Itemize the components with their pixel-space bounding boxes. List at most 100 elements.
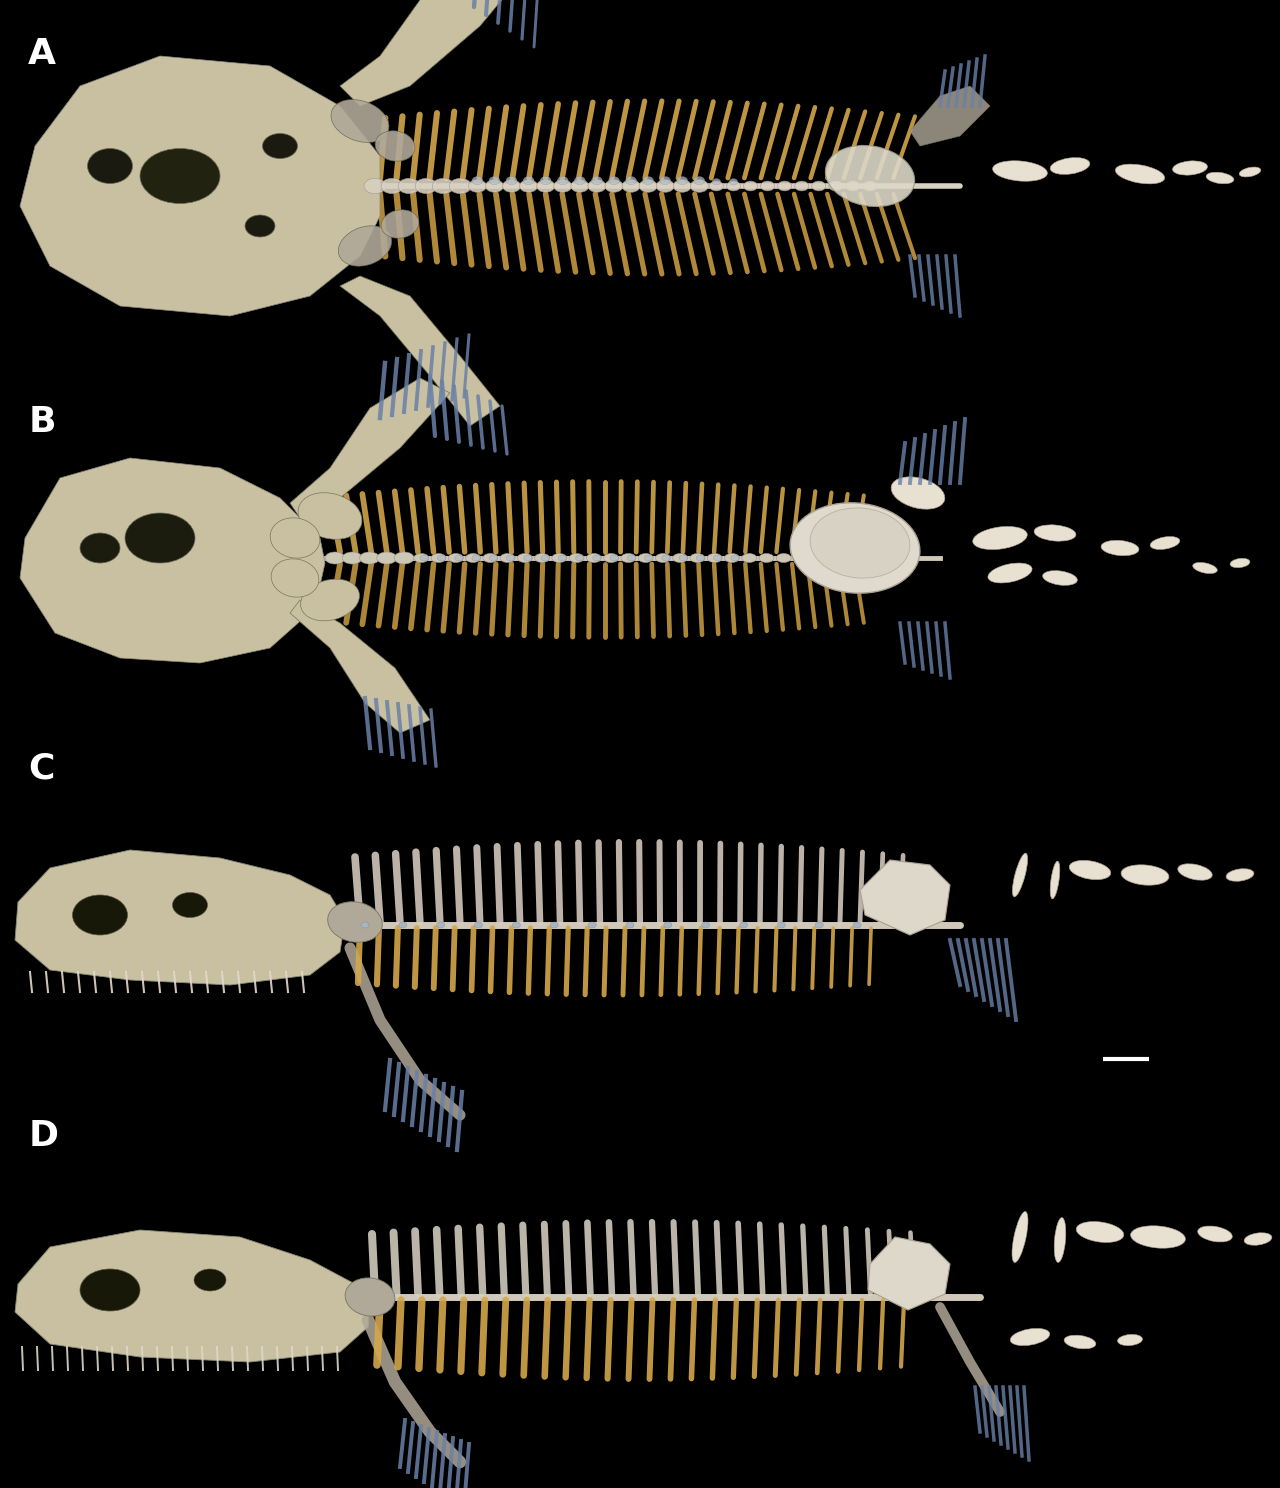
Ellipse shape [125,513,195,562]
Ellipse shape [489,555,498,561]
Ellipse shape [1012,1211,1028,1262]
Ellipse shape [540,177,552,185]
Polygon shape [340,275,500,426]
Polygon shape [860,860,950,934]
Ellipse shape [740,923,748,929]
Ellipse shape [361,923,369,929]
Ellipse shape [517,554,532,562]
Ellipse shape [420,555,429,561]
Ellipse shape [342,552,362,564]
Ellipse shape [338,226,392,266]
Ellipse shape [690,180,708,192]
Ellipse shape [454,555,463,561]
Ellipse shape [507,555,515,561]
Ellipse shape [1172,161,1207,176]
Ellipse shape [1076,1222,1124,1242]
Ellipse shape [795,182,809,190]
Ellipse shape [988,562,1032,583]
Ellipse shape [626,923,634,929]
Polygon shape [340,0,530,106]
Ellipse shape [724,554,740,562]
Ellipse shape [298,493,362,539]
Ellipse shape [436,923,444,929]
Ellipse shape [1034,525,1076,542]
Ellipse shape [694,177,705,185]
Ellipse shape [659,177,671,185]
Ellipse shape [475,923,483,929]
Ellipse shape [1050,862,1060,899]
Ellipse shape [643,177,654,185]
Ellipse shape [591,177,603,185]
Ellipse shape [512,923,521,929]
Ellipse shape [375,131,415,161]
Ellipse shape [271,559,319,597]
Ellipse shape [79,1269,140,1311]
Ellipse shape [992,161,1047,182]
Polygon shape [868,1237,950,1309]
Ellipse shape [140,149,220,204]
Ellipse shape [433,179,454,193]
Ellipse shape [332,100,389,143]
Polygon shape [15,850,346,985]
Ellipse shape [1198,1226,1233,1242]
Ellipse shape [593,555,602,561]
Ellipse shape [328,902,383,942]
Ellipse shape [854,923,861,929]
Ellipse shape [449,179,471,193]
Ellipse shape [759,554,774,562]
Ellipse shape [1206,173,1234,185]
Ellipse shape [655,554,671,562]
Ellipse shape [79,533,120,562]
Ellipse shape [1069,860,1111,879]
Ellipse shape [690,554,705,562]
Ellipse shape [826,146,915,207]
Ellipse shape [431,554,445,562]
Ellipse shape [645,555,653,561]
Ellipse shape [664,923,672,929]
Ellipse shape [558,555,567,561]
Ellipse shape [731,555,739,561]
Ellipse shape [381,179,403,193]
Ellipse shape [707,554,722,562]
Ellipse shape [1178,865,1212,881]
Ellipse shape [1115,164,1165,185]
Text: A: A [28,37,56,71]
Ellipse shape [1043,571,1078,585]
Ellipse shape [730,179,737,185]
Ellipse shape [709,182,723,190]
Polygon shape [291,600,430,734]
Ellipse shape [639,180,657,192]
Ellipse shape [557,177,568,185]
Ellipse shape [713,555,722,561]
Ellipse shape [1012,853,1028,897]
Ellipse shape [1055,1217,1066,1262]
Ellipse shape [657,180,675,192]
Ellipse shape [346,1278,396,1315]
Text: D: D [28,1119,58,1153]
Ellipse shape [778,182,791,190]
Ellipse shape [863,182,877,190]
Ellipse shape [622,180,640,192]
Ellipse shape [812,182,826,190]
Ellipse shape [1101,540,1139,555]
Ellipse shape [73,894,128,934]
Ellipse shape [552,554,567,562]
Ellipse shape [262,134,297,159]
Ellipse shape [506,177,517,185]
Ellipse shape [87,149,133,183]
Ellipse shape [760,182,774,190]
Ellipse shape [520,180,538,192]
Ellipse shape [586,554,602,562]
Ellipse shape [360,552,379,564]
Ellipse shape [301,579,360,620]
Ellipse shape [500,554,515,562]
Ellipse shape [973,527,1028,549]
Ellipse shape [712,179,721,185]
Ellipse shape [448,554,463,562]
Text: C: C [28,751,55,786]
Ellipse shape [621,554,636,562]
Ellipse shape [829,182,842,190]
Ellipse shape [1121,865,1169,885]
Ellipse shape [794,554,809,562]
Ellipse shape [1230,558,1251,567]
